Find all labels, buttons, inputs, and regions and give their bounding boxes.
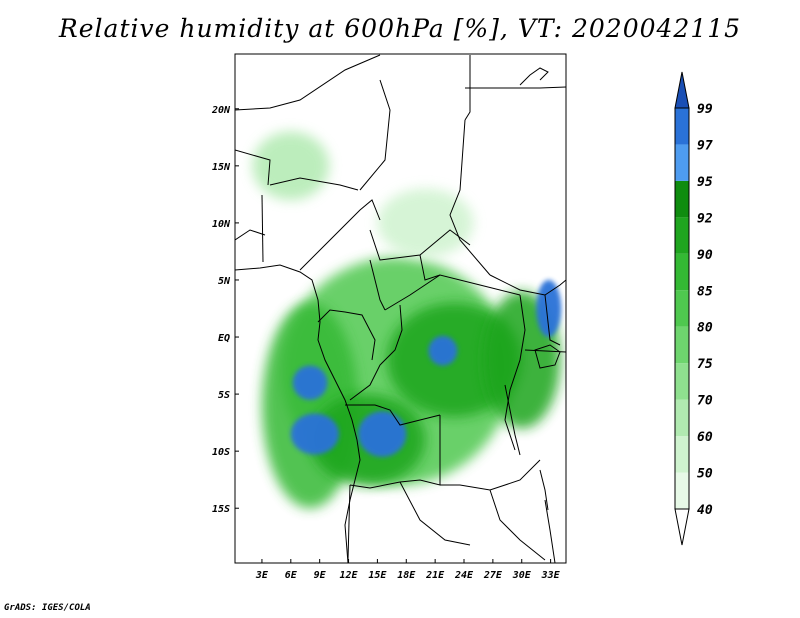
x-tick-label: 12E: [340, 570, 359, 581]
y-tick-label: 5S: [218, 390, 230, 401]
colorbar-label: 97: [697, 138, 713, 153]
colorbar: 40 50 60 70 75 80 85 90 92 95 97 99: [674, 71, 713, 546]
border-egypt-sudan: [465, 86, 566, 89]
y-tick-label: 10N: [212, 219, 231, 230]
colorbar-label: 99: [697, 102, 713, 117]
lake-malawi: [539, 469, 549, 511]
field-north-sahel-patch: [252, 131, 330, 201]
colorbar-segment: [675, 144, 689, 181]
border-cameroon-car: [369, 259, 386, 311]
field-saturated-north-congo: [428, 335, 458, 366]
border-namibia-south: [347, 484, 351, 561]
border-chad-sudan: [449, 119, 491, 276]
border-uganda-kenya: [544, 294, 561, 346]
border-gabon-congo: [317, 309, 376, 361]
border-congo-drc: [349, 304, 403, 401]
y-tick-label: EQ: [218, 333, 230, 344]
axis-ticks: 3E 6E 9E 12E 15E 18E 21E 24E 27E 30E 33E 20N 15N 10N 5…: [211, 105, 561, 581]
y-tick-label: 15N: [212, 162, 231, 173]
border-burkina: [235, 229, 266, 241]
colorbar-segment: [675, 217, 689, 254]
border-angola-drc: [345, 404, 441, 426]
field-saturated-gabon: [292, 365, 328, 400]
colorbar-label: 95: [697, 175, 713, 190]
colorbar-outline: [674, 107, 690, 510]
chart-title: Relative humidity at 600hPa [%], VT: 202…: [58, 14, 742, 43]
x-tick-label: 6E: [285, 570, 298, 581]
y-tick-label: 10S: [212, 447, 230, 458]
field-saturated-angola-east: [358, 411, 407, 457]
border-niger-nigeria: [269, 177, 359, 191]
border-nigeria-benin: [261, 194, 264, 263]
colorbar-label: 85: [697, 284, 713, 299]
x-tick-label: 18E: [397, 570, 416, 581]
colorbar-segment: [675, 399, 689, 437]
border-botswana: [399, 481, 471, 546]
border-zambia-mozambique: [489, 489, 546, 561]
x-tick-label: 3E: [255, 570, 269, 581]
border-egypt-libya: [464, 55, 471, 121]
colorbar-segment: [675, 326, 689, 364]
y-tick-label: 5N: [218, 276, 231, 287]
colorbar-label: 92: [697, 211, 713, 226]
x-tick-label: 30E: [512, 570, 532, 581]
y-tick-label: 20N: [211, 105, 231, 116]
humidity-field: [252, 131, 562, 509]
colorbar-segment: [675, 253, 689, 291]
triangle-up-icon: [674, 71, 690, 109]
x-tick-label: 15E: [368, 570, 387, 581]
border-drc-east: [504, 294, 526, 451]
x-tick-label: 9E: [314, 570, 327, 581]
colorbar-label: 80: [697, 321, 713, 336]
coastline-northeast: [519, 67, 549, 86]
border-angola-namibia: [349, 481, 401, 489]
x-tick-label: 33E: [541, 570, 561, 581]
border-libya-chad: [359, 79, 391, 191]
y-tick-label: 15S: [212, 504, 230, 515]
coastline-west: [235, 264, 361, 563]
x-tick-label: 27E: [483, 570, 503, 581]
x-tick-label: 21E: [425, 570, 445, 581]
field-chad-patch: [377, 188, 474, 258]
lake-victoria: [534, 344, 561, 369]
colorbar-label: 70: [697, 394, 713, 409]
colorbar-segment: [675, 180, 689, 218]
border-algeria-niger: [235, 54, 381, 111]
colorbar-segment: [675, 363, 689, 400]
border-chad-south: [419, 254, 441, 281]
colorbar-segment: [675, 290, 689, 327]
colorbar-label: 75: [697, 357, 713, 372]
border-mozambique: [544, 499, 556, 563]
x-tick-label: 24E: [454, 570, 474, 581]
border-nigeria-cameroon: [299, 199, 381, 271]
colorbar-label: 40: [697, 503, 713, 518]
colorbar-label: 60: [697, 430, 713, 445]
colorbar-segment: [675, 436, 689, 473]
colorbar-label: 50: [697, 467, 713, 482]
field-saturated-angola-west: [290, 413, 339, 455]
country-borders: [235, 54, 566, 563]
border-angola-zambia: [399, 415, 441, 486]
colorbar-segment: [675, 472, 689, 509]
colorbar-segment: [675, 108, 689, 145]
map-frame: [234, 53, 567, 564]
grads-credit: GrADS: IGES/COLA: [4, 603, 91, 613]
triangle-down-icon: [674, 508, 690, 546]
colorbar-label: 90: [697, 248, 713, 263]
border-mali-niger: [235, 149, 271, 186]
lake-tanganyika: [504, 384, 521, 456]
